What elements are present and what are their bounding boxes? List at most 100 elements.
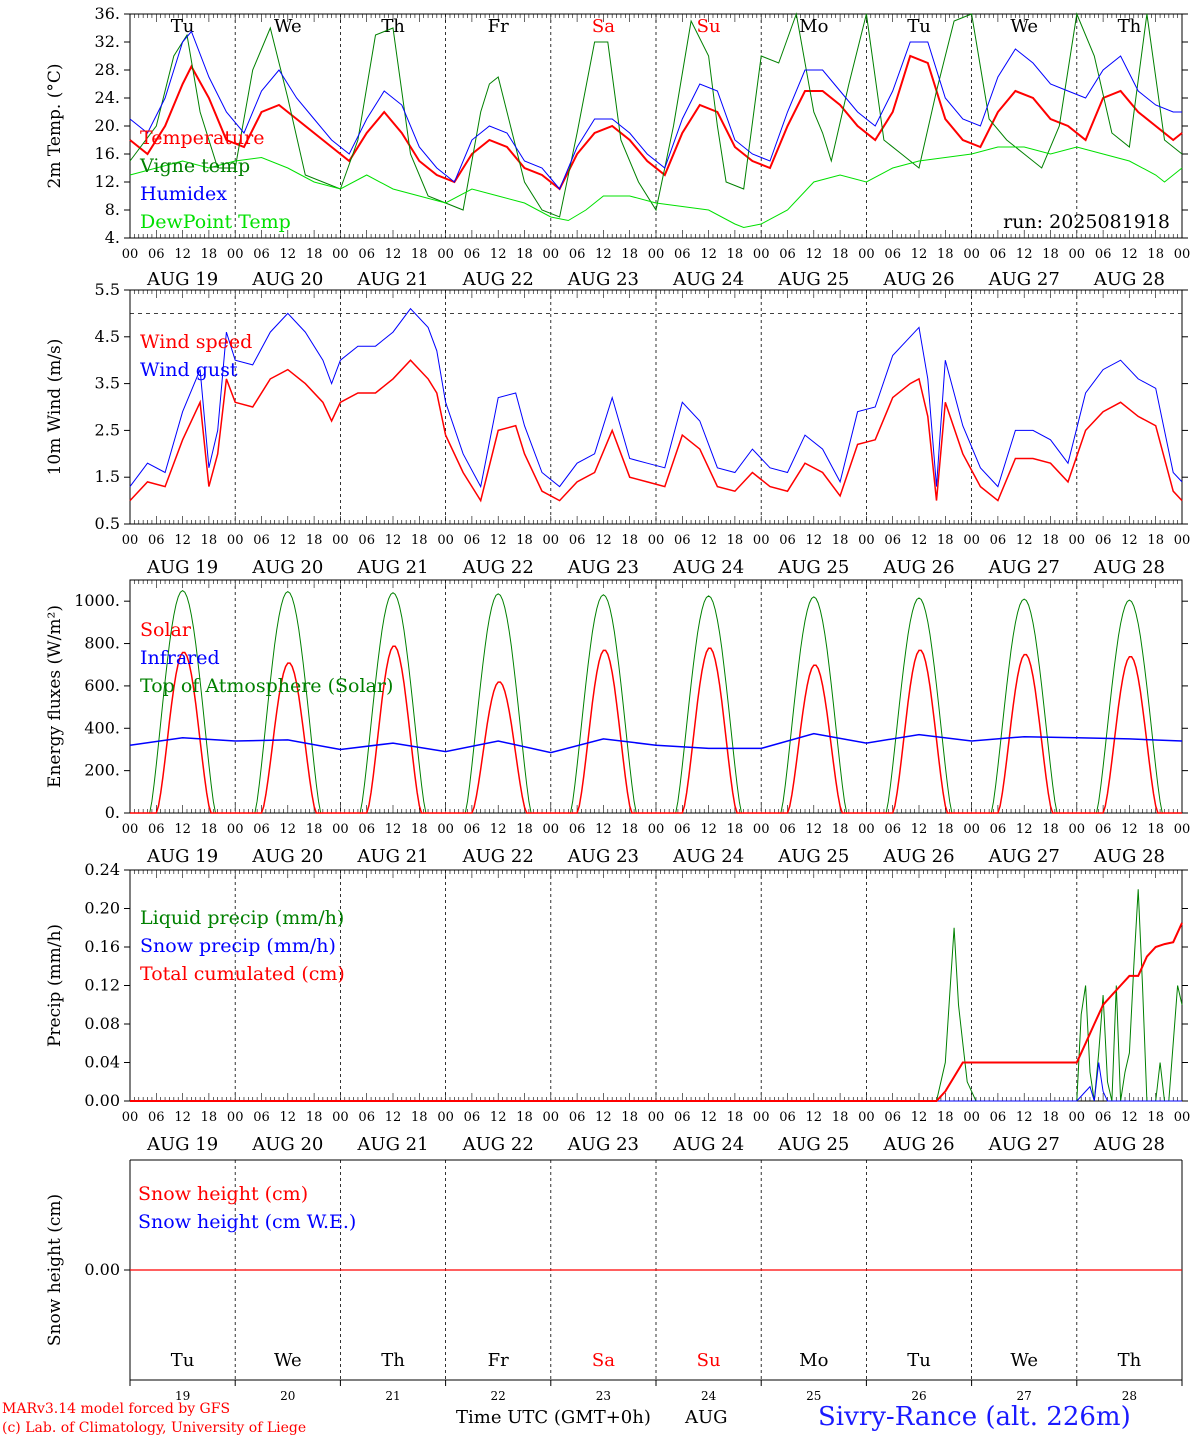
energy-hour-label: 06: [1095, 822, 1112, 837]
temp-weekday-label: We: [274, 16, 302, 37]
wind-hour-label: 00: [437, 533, 454, 548]
model-credit: MARv3.14 model forced by GFS: [2, 1401, 231, 1417]
precip-hour-label: 00: [332, 1110, 349, 1125]
temp-hour-label: 06: [464, 247, 481, 262]
wind-hour-label: 12: [174, 533, 191, 548]
temp-hour-label: 06: [884, 247, 901, 262]
wind-hour-label: 18: [1042, 533, 1059, 548]
energy-hour-label: 12: [700, 822, 717, 837]
snow-weekday-label: Th: [1118, 1350, 1142, 1371]
wind-hour-label: 12: [490, 533, 507, 548]
energy-hour-label: 06: [884, 822, 901, 837]
temp-hour-label: 00: [753, 247, 770, 262]
energy-date-label: AUG 27: [988, 846, 1060, 867]
wind-ytick-label: 2.5: [95, 420, 120, 439]
temp-hour-label: 12: [1016, 247, 1033, 262]
precip-hour-label: 12: [174, 1110, 191, 1125]
precip-date-label: AUG 26: [882, 1134, 954, 1155]
wind-hour-label: 00: [1174, 533, 1191, 548]
temp-hour-label: 00: [963, 247, 980, 262]
energy-hour-label: 06: [358, 822, 375, 837]
snow-day-number: 25: [806, 1389, 821, 1403]
precip-hour-label: 18: [1042, 1110, 1059, 1125]
temp-weekday-label: Fr: [488, 16, 509, 37]
snow-legend-snow-height-cm-: Snow height (cm): [138, 1183, 308, 1205]
temp-hour-label: 00: [122, 247, 139, 262]
energy-legend-infrared: Infrared: [140, 647, 220, 669]
temp-hour-label: 18: [1042, 247, 1059, 262]
energy-ytick-label: 400.: [84, 718, 120, 737]
precip-hour-label: 00: [1069, 1110, 1086, 1125]
wind-hour-label: 06: [464, 533, 481, 548]
wind-date-label: AUG 19: [146, 557, 218, 578]
temp-weekday-label: Sa: [592, 16, 615, 37]
temp-hour-label: 12: [280, 247, 297, 262]
temp-series-temperature: [129, 54, 1183, 191]
wind-hour-label: 06: [990, 533, 1007, 548]
energy-hour-label: 00: [543, 822, 560, 837]
temp-hour-label: 12: [911, 247, 928, 262]
snow-weekday-label: Mo: [799, 1350, 828, 1371]
energy-date-label: AUG 25: [777, 846, 849, 867]
snow-day-number: 24: [701, 1389, 717, 1403]
energy-hour-label: 18: [832, 822, 849, 837]
precip-series-snow-precip-mm-h-: [130, 1062, 1182, 1102]
temp-hour-label: 00: [543, 247, 560, 262]
energy-date-label: AUG 26: [882, 846, 954, 867]
energy-hour-label: 12: [806, 822, 823, 837]
energy-ytick-label: 800.: [84, 634, 120, 653]
precip-hour-label: 18: [621, 1110, 638, 1125]
temp-hour-label: 00: [858, 247, 875, 262]
precip-hour-label: 00: [858, 1110, 875, 1125]
snow-day-number: 21: [385, 1389, 400, 1403]
precip-hour-label: 06: [253, 1110, 270, 1125]
energy-hour-label: 00: [1069, 822, 1086, 837]
precip-hour-label: 12: [490, 1110, 507, 1125]
energy-hour-label: 06: [990, 822, 1007, 837]
precip-legend-snow-precip-mm-h-: Snow precip (mm/h): [140, 935, 336, 957]
temp-hour-label: 12: [700, 247, 717, 262]
snow-weekday-label: Th: [381, 1350, 405, 1371]
temp-hour-label: 12: [1121, 247, 1138, 262]
precip-hour-label: 00: [437, 1110, 454, 1125]
temp-hour-label: 00: [437, 247, 454, 262]
precip-hour-label: 00: [122, 1110, 139, 1125]
energy-hour-label: 18: [201, 822, 218, 837]
wind-legend-wind-speed: Wind speed: [140, 331, 252, 353]
precip-hour-label: 06: [884, 1110, 901, 1125]
wind-hour-label: 00: [332, 533, 349, 548]
wind-hour-label: 12: [806, 533, 823, 548]
precip-hour-label: 12: [280, 1110, 297, 1125]
precip-hour-label: 00: [227, 1110, 244, 1125]
energy-hour-label: 00: [753, 822, 770, 837]
temp-hour-label: 06: [253, 247, 270, 262]
precip-hour-label: 18: [306, 1110, 323, 1125]
temp-hour-label: 12: [490, 247, 507, 262]
precip-ytick-label: 0.24: [84, 860, 120, 879]
temp-weekday-label: Mo: [799, 16, 828, 37]
snow-weekday-label: Tu: [171, 1350, 195, 1371]
temp-ytick-label: 24.: [95, 88, 120, 107]
precip-hour-label: 12: [385, 1110, 402, 1125]
temp-weekday-label: Su: [697, 16, 721, 37]
temp-hour-label: 00: [648, 247, 665, 262]
temp-hour-label: 18: [516, 247, 533, 262]
wind-hour-label: 18: [201, 533, 218, 548]
energy-hour-label: 00: [122, 822, 139, 837]
lab-credit: (c) Lab. of Climatology, University of L…: [2, 1420, 307, 1436]
temp-ytick-label: 16.: [95, 144, 120, 163]
precip-hour-label: 12: [700, 1110, 717, 1125]
precip-hour-label: 12: [911, 1110, 928, 1125]
precip-hour-label: 06: [990, 1110, 1007, 1125]
wind-hour-label: 06: [779, 533, 796, 548]
wind-date-label: AUG 27: [988, 557, 1060, 578]
wind-date-label: AUG 20: [251, 557, 323, 578]
temp-hour-label: 06: [674, 247, 691, 262]
month-label: AUG: [685, 1407, 728, 1428]
energy-hour-label: 18: [1147, 822, 1164, 837]
precip-ytick-label: 0.20: [84, 899, 120, 918]
wind-hour-label: 00: [963, 533, 980, 548]
temp-weekday-label: Th: [381, 16, 405, 37]
precip-hour-label: 12: [595, 1110, 612, 1125]
